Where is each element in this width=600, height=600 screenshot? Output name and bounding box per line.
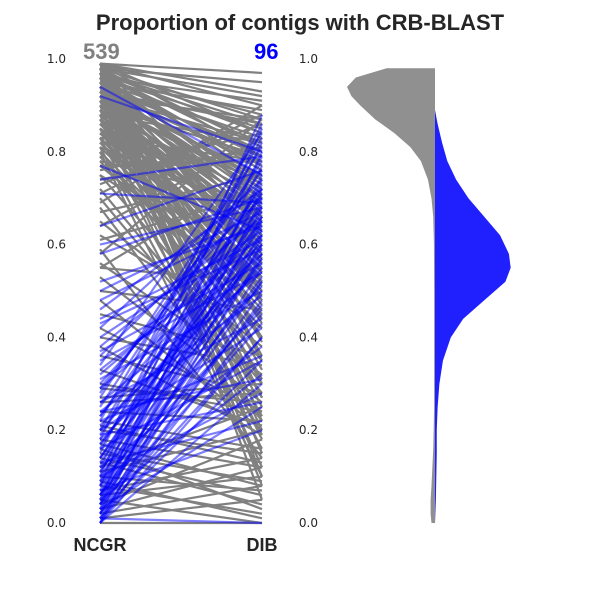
- category-label-ncgr: NCGR: [74, 535, 127, 555]
- slope-lines: [98, 62, 264, 525]
- violins: [347, 68, 511, 523]
- slope-line-series-2-73: [99, 406, 263, 511]
- slope-line-series-2-32: [99, 322, 263, 506]
- slope-line-series-2-87: [99, 234, 263, 445]
- left-y-tick-0.4: 0.4: [47, 330, 66, 344]
- slope-line-series-1-14: [99, 71, 263, 135]
- violin-panel: 0.0 0.2 0.4 0.6 0.8 1.0: [299, 52, 511, 530]
- slope-line-series-2-83: [99, 304, 263, 496]
- slope-line-series-2-68: [99, 164, 263, 232]
- count-label-1: 539: [83, 39, 120, 64]
- slope-line-series-2-57: [99, 188, 263, 311]
- slope-line-series-1-149: [99, 173, 263, 214]
- category-label-dib: DIB: [247, 535, 278, 555]
- slope-line-series-2-61: [99, 224, 263, 283]
- right-y-tick-0.2: 0.2: [299, 423, 318, 437]
- left-y-tick-0.0: 0.0: [47, 516, 66, 530]
- slope-line-series-1-113: [99, 498, 263, 525]
- slope-line-series-2-54: [99, 253, 263, 390]
- slope-line-series-1-11: [99, 62, 263, 93]
- slope-line-series-2-58: [99, 290, 263, 381]
- slope-line-series-2-56: [99, 327, 263, 432]
- category-labels: NCGR DIB: [74, 535, 278, 555]
- right-y-tick-0.8: 0.8: [299, 145, 318, 159]
- slope-line-series-1-175: [99, 164, 263, 297]
- slope-line-series-2-95: [99, 248, 263, 325]
- slope-line-series-2-70: [99, 95, 263, 153]
- slope-line-series-1-89: [99, 266, 263, 283]
- chart-title: Proportion of contigs with CRB-BLAST: [96, 10, 505, 35]
- slope-line-series-2-64: [99, 206, 263, 246]
- slope-line-series-1-158: [99, 136, 263, 163]
- right-y-tick-0.6: 0.6: [299, 238, 318, 252]
- slope-line-series-2-84: [99, 281, 263, 487]
- slope-line-series-1-117: [99, 498, 263, 520]
- count-labels: 539 96: [83, 39, 278, 64]
- slope-line-series-1-116: [99, 466, 263, 511]
- violin-left: [347, 68, 435, 523]
- slope-line-series-2-72: [99, 517, 263, 525]
- slope-line-series-1-8: [99, 67, 263, 121]
- slope-line-series-1-170: [99, 118, 263, 399]
- slope-line-series-1-143: [99, 345, 263, 436]
- slope-line-series-2-96: [99, 211, 263, 292]
- slope-line-series-2-88: [99, 253, 263, 431]
- slope-line-series-1-160: [99, 95, 263, 121]
- violin-right: [435, 110, 511, 523]
- slope-line-series-1-1: [99, 67, 263, 98]
- slope-line-series-2-74: [99, 373, 263, 501]
- slope-line-series-2-89: [99, 220, 263, 417]
- slope-line-series-2-91: [99, 188, 263, 390]
- count-label-2: 96: [254, 39, 278, 64]
- right-y-tick-0.0: 0.0: [299, 516, 318, 530]
- right-y-tick-1.0: 1.0: [299, 52, 318, 66]
- slope-line-series-2-93: [99, 262, 263, 353]
- slope-line-series-1-99: [99, 62, 263, 75]
- slope-line-series-2-90: [99, 271, 263, 404]
- slope-line-series-1-100: [99, 67, 263, 84]
- left-y-tick-1.0: 1.0: [47, 52, 66, 66]
- slope-line-series-2-36: [99, 276, 263, 496]
- right-y-tick-0.4: 0.4: [299, 330, 318, 344]
- slope-line-series-2-62: [99, 271, 263, 362]
- slope-line-series-2-50: [99, 317, 263, 404]
- left-y-tick-0.2: 0.2: [47, 423, 66, 437]
- slope-line-series-1-142: [99, 480, 263, 520]
- left-y-tick-0.6: 0.6: [47, 238, 66, 252]
- left-y-axis: 0.0 0.2 0.4 0.6 0.8 1.0: [47, 52, 66, 530]
- slope-line-series-2-80: [99, 378, 263, 413]
- slope-line-series-2-69: [99, 85, 263, 176]
- slope-line-series-2-94: [99, 229, 263, 339]
- slope-line-series-2-77: [99, 419, 263, 464]
- slope-line-series-1-101: [99, 76, 263, 102]
- right-y-axis: 0.0 0.2 0.4 0.6 0.8 1.0: [299, 52, 318, 530]
- slope-line-series-2-79: [99, 401, 263, 436]
- slope-line-series-2-75: [99, 429, 263, 492]
- slope-line-series-2-51: [99, 215, 263, 348]
- left-y-tick-0.8: 0.8: [47, 145, 66, 159]
- slope-line-series-2-81: [99, 336, 263, 515]
- slope-panel: 0.0 0.2 0.4 0.6 0.8 1.0 NCGR DIB 539 96: [47, 39, 279, 555]
